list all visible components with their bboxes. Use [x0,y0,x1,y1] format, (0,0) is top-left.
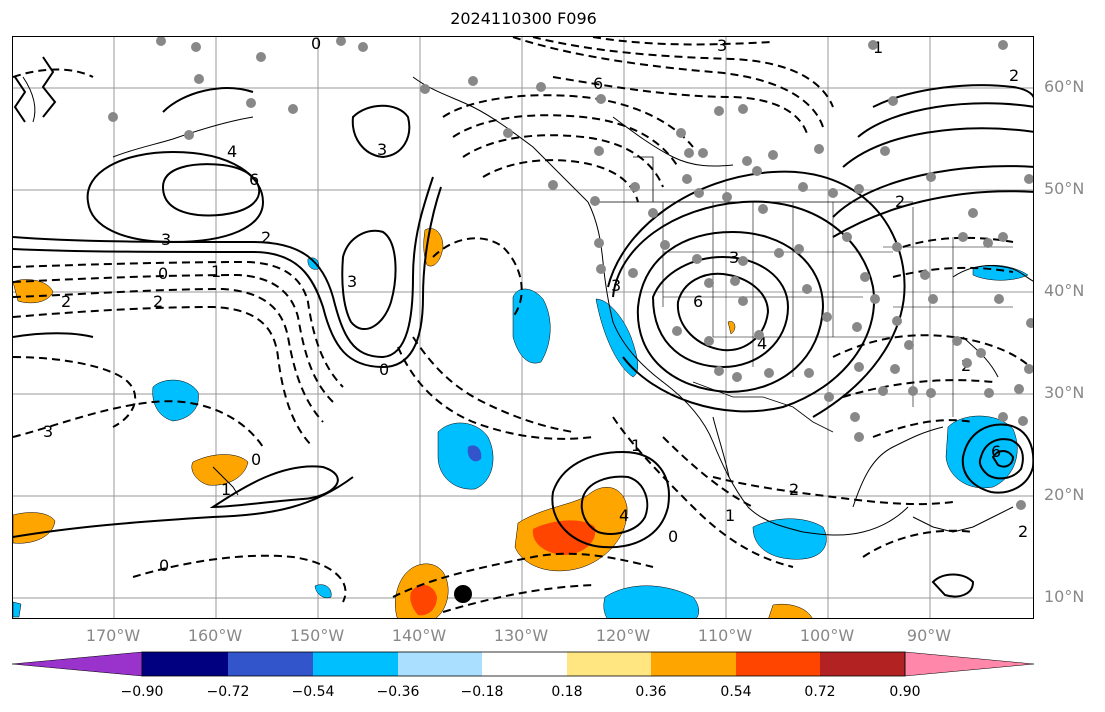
contour-label: 3 [729,248,739,267]
lon-label-110w: 110°W [697,626,753,645]
contour-label: 3 [377,140,387,159]
lon-label-100w: 100°W [799,626,855,645]
contour-label: 2 [261,228,271,247]
lon-label-160w: 160°W [187,626,243,645]
colorbar-tick-label: −0.72 [206,684,250,700]
colorbar-segment [904,651,1035,677]
storm-marker [454,585,472,603]
lon-label-140w: 140°W [391,626,447,645]
contour-label: 0 [379,360,389,379]
colorbar-tick-label: −0.54 [291,684,335,700]
contour-label: 2 [153,292,163,311]
contour-label: 6 [693,292,703,311]
contour-label: 4 [227,142,237,161]
contour-label: 2 [61,292,71,311]
colorbar-segment [820,652,905,676]
contour-label: 1 [725,506,735,525]
contour-label: 4 [619,506,629,525]
colorbar-tick-label: 0.72 [804,684,836,700]
contour-label: 6 [991,442,1001,461]
colorbar-tick-label: 0.54 [720,684,752,700]
colorbar-segment [398,652,482,676]
contour-label: 2 [1018,522,1028,541]
contour-label: 0 [668,527,678,546]
map-panel[interactable]: 6 3 4 6 3 2 0 1 2 3 3 0 0 1 2 6 4 3 3 1 … [12,36,1034,619]
contour-label: 3 [161,230,171,249]
colorbar-tick-label: 0.36 [635,684,667,700]
colorbar-segment [313,652,398,676]
contour-label: 1 [221,480,231,499]
colorbar-tick-label: −0.36 [376,684,420,700]
map-svg: 6 3 4 6 3 2 0 1 2 3 3 0 0 1 2 6 4 3 3 1 … [13,37,1033,618]
contour-label: 0 [159,556,169,575]
colorbar-segment [482,652,567,676]
lat-label-40n: 40°N [1044,281,1085,300]
contour-label: 6 [593,74,603,93]
lon-label-130w: 130°W [493,626,549,645]
lon-label-170w: 170°W [85,626,141,645]
colorbar-segment [12,651,143,677]
contour-label: 0 [251,450,261,469]
station-dots [108,37,1033,510]
contour-label: 0 [311,37,321,53]
contour-label: 6 [249,170,259,189]
lon-label-150w: 150°W [289,626,345,645]
colorbar-segment [228,652,313,676]
lon-label-120w: 120°W [595,626,651,645]
colorbar-tick-label: −0.90 [120,684,164,700]
colorbar-segment [567,652,651,676]
colorbar-segment [142,652,228,676]
colorbar [12,651,1035,677]
contour-label: 4 [757,334,767,353]
lat-label-20n: 20°N [1044,485,1085,504]
colorbar-tick-label: −0.18 [460,684,504,700]
contour-label: 1 [873,38,883,57]
contour-label: 3 [717,37,727,55]
contour-label: 1 [631,436,641,455]
colorbar-segment [651,652,736,676]
lat-label-50n: 50°N [1044,179,1085,198]
colorbar-segment [736,652,820,676]
contour-label: 2 [1009,66,1019,85]
deep-negative-fills [467,445,482,462]
dashed-contours [13,37,1033,613]
lat-label-60n: 60°N [1044,77,1085,96]
contour-label: 1 [211,262,221,281]
map-title: 2024110300 F096 [450,9,597,28]
coastlines [22,76,1033,536]
lat-label-10n: 10°N [1044,587,1085,606]
contour-label: 2 [895,192,905,211]
strong-positive-fills [410,520,596,616]
gridlines [13,37,1033,618]
lat-label-30n: 30°N [1044,383,1085,402]
solid-contours [13,56,1033,598]
contour-label: 3 [347,272,357,291]
contour-label: 2 [789,480,799,499]
lon-label-90w: 90°W [906,626,952,645]
contour-label: 0 [158,264,168,283]
contour-label: 3 [611,276,621,295]
colorbar-tick-label: 0.90 [889,684,921,700]
colorbar-tick-label: 0.18 [551,684,583,700]
contour-label: 3 [43,422,53,441]
